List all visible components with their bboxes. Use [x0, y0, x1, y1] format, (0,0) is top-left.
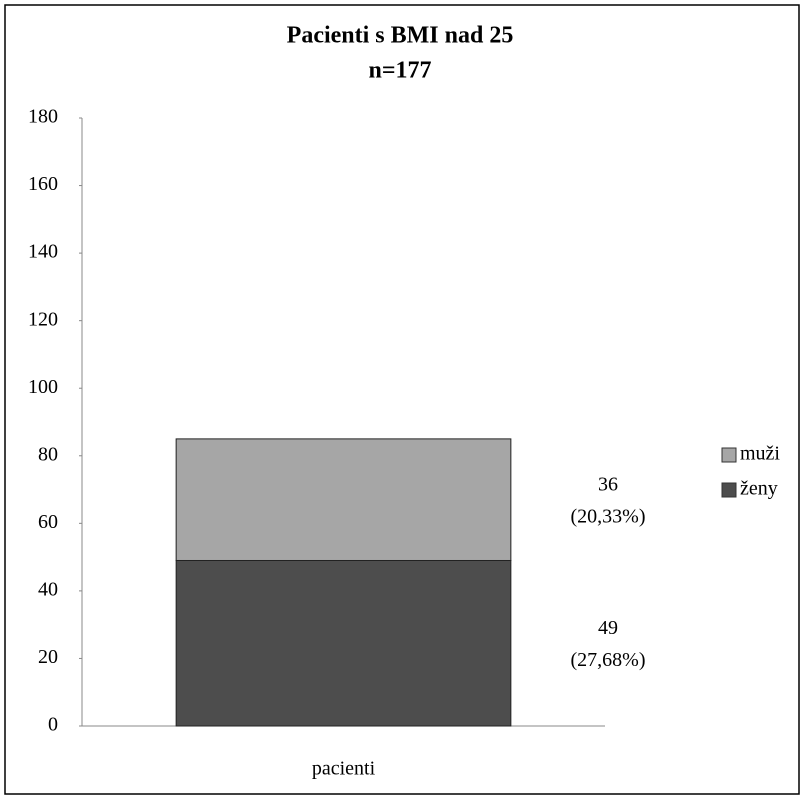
y-tick-label: 60 [38, 511, 58, 533]
legend-label: ženy [740, 478, 778, 500]
y-tick-label: 40 [38, 578, 58, 600]
chart-title: Pacienti s BMI nad 25 [287, 23, 514, 49]
y-tick-label: 0 [48, 714, 58, 736]
y-tick-label: 180 [28, 106, 58, 128]
bar-segment [175, 438, 512, 561]
x-tick-label: pacienti [312, 758, 376, 780]
bar-segment [175, 559, 512, 727]
legend-label: muži [740, 443, 780, 465]
y-tick-label: 100 [28, 376, 58, 398]
data-label: 36 [598, 473, 618, 495]
y-tick-label: 120 [28, 308, 58, 330]
y-tick-label: 20 [38, 646, 58, 668]
y-tick-label: 160 [28, 173, 58, 195]
legend-swatch [721, 482, 737, 498]
data-label: 49 [598, 617, 618, 639]
legend-swatch [721, 447, 737, 463]
data-label: (20,33%) [571, 505, 646, 527]
chart-subtitle: n=177 [368, 58, 431, 84]
data-label: (27,68%) [571, 649, 646, 671]
y-tick-label: 80 [38, 443, 58, 465]
y-tick-label: 140 [28, 241, 58, 263]
